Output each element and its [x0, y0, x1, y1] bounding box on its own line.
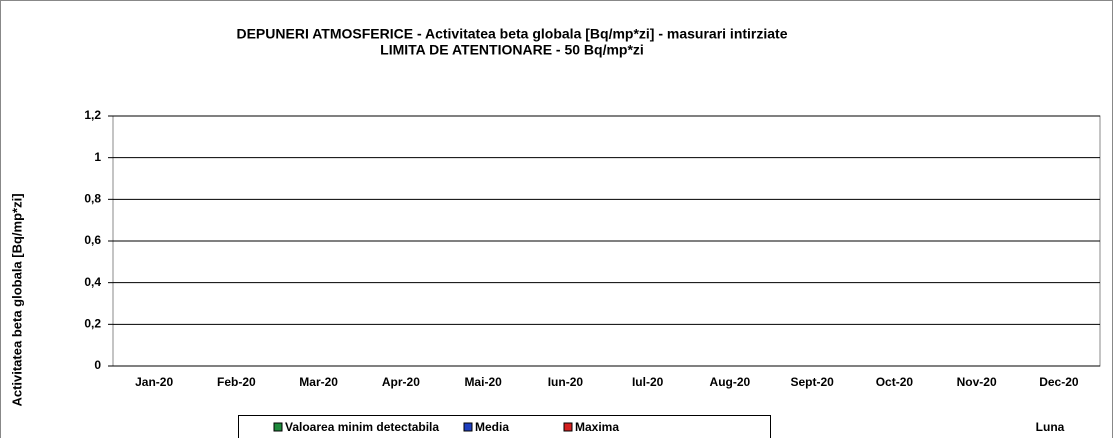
legend-label: Maxima: [575, 420, 619, 434]
y-tick-label: 0,6: [84, 233, 101, 247]
x-tick-label: Iul-20: [632, 375, 664, 389]
y-axis-label: Activitatea beta globala [Bq/mp*zi]: [9, 193, 24, 406]
chart-title: DEPUNERI ATMOSFERICE - Activitatea beta …: [236, 26, 787, 42]
legend-swatch: [563, 422, 573, 432]
x-tick-label: Dec-20: [1039, 375, 1079, 389]
y-tick-label: 1,2: [84, 108, 101, 122]
y-tick-label: 0,4: [84, 275, 101, 289]
x-tick-label: Sept-20: [790, 375, 834, 389]
x-tick-label: Feb-20: [217, 375, 256, 389]
x-tick-label: Iun-20: [548, 375, 584, 389]
legend-swatch: [273, 422, 283, 432]
x-tick-label: Mai-20: [464, 375, 502, 389]
x-tick-label: Apr-20: [382, 375, 420, 389]
y-tick-label: 0,8: [84, 192, 101, 206]
legend-swatch: [463, 422, 473, 432]
x-tick-label: Nov-20: [957, 375, 997, 389]
legend-label: Valoarea minim detectabila: [285, 420, 439, 434]
x-tick-label: Jan-20: [135, 375, 173, 389]
y-tick-label: 0: [94, 358, 101, 372]
x-axis-label: Luna: [1036, 420, 1065, 434]
y-tick-label: 1: [94, 150, 101, 164]
x-tick-label: Mar-20: [299, 375, 338, 389]
x-tick-label: Oct-20: [876, 375, 914, 389]
legend-label: Media: [475, 420, 509, 434]
x-tick-label: Aug-20: [710, 375, 751, 389]
y-tick-label: 0,2: [84, 317, 101, 331]
chart-subtitle: LIMITA DE ATENTIONARE - 50 Bq/mp*zi: [380, 42, 644, 58]
